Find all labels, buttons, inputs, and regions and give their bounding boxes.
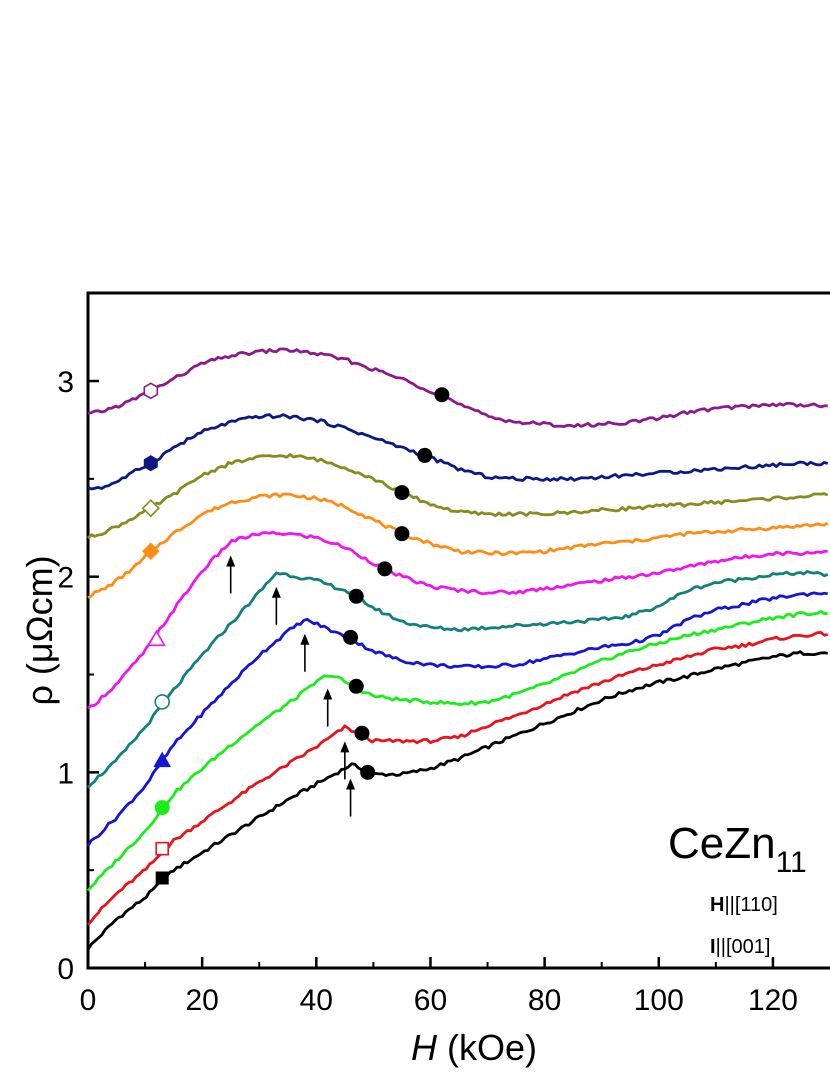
series-line-6 [87, 530, 828, 710]
transition-point-4 [343, 629, 359, 645]
series-marker-triangle [153, 751, 172, 768]
series-line-8 [87, 453, 829, 540]
transition-point-9 [417, 447, 433, 463]
peak-arrow-6 [226, 555, 236, 594]
x-tick-label: 60 [414, 984, 447, 1017]
field-direction-symbol: H [710, 894, 724, 916]
overlay-layer [141, 382, 450, 885]
compound-subscript: 11 [776, 846, 807, 879]
transition-point-1 [360, 764, 376, 780]
y-tick-label: 0 [57, 953, 74, 986]
x-axis-symbol: H [411, 1027, 438, 1068]
curves-layer [86, 347, 829, 951]
series-line-2 [86, 631, 828, 926]
transition-point-7 [394, 526, 410, 542]
x-axis-title: H (kOe) [411, 1027, 537, 1068]
transition-point-10 [434, 387, 450, 403]
x-axis-unit: (kOe) [447, 1027, 537, 1068]
series-line-7 [87, 492, 829, 599]
x-tick-label: 120 [748, 984, 798, 1017]
peak-arrow-2 [340, 741, 350, 780]
series-line-5 [87, 570, 829, 789]
current-direction-symbol: I [710, 936, 716, 958]
series-line-10 [87, 347, 828, 429]
axes-layer: 0 20 40 60 80 100 120 0 1 2 3 [57, 366, 798, 1017]
field-direction-text: ||[110] [724, 894, 777, 916]
transition-point-8 [394, 485, 410, 501]
transition-point-2 [354, 725, 370, 741]
series-line-1 [86, 650, 828, 951]
series-marker-circle [154, 800, 170, 816]
plot-frame [86, 291, 830, 970]
series-marker-triangle [147, 629, 166, 647]
peak-arrow-4 [300, 633, 310, 672]
field-direction-label: H||[110] [710, 894, 778, 916]
series-marker-square [155, 871, 169, 885]
x-tick-label: 100 [634, 984, 684, 1017]
compound-main: CeZn [668, 819, 776, 868]
peak-arrow-3 [323, 688, 333, 727]
series-line-4 [86, 591, 828, 847]
peak-arrow-1 [346, 778, 356, 817]
x-tick-label: 20 [185, 984, 218, 1017]
y-axis-title: ρ (μΩcm) [19, 555, 60, 705]
series-marker-diamond [141, 499, 160, 518]
current-direction-text: ||[001] [716, 936, 771, 958]
x-tick-label: 80 [528, 984, 561, 1017]
series-line-9 [87, 413, 829, 491]
x-tick-label: 40 [300, 984, 333, 1017]
series-marker-diamond [142, 542, 160, 560]
y-tick-label: 1 [57, 757, 74, 790]
series-marker-hexagon [143, 455, 158, 472]
transition-point-5 [348, 588, 364, 604]
current-direction-label: I||[001] [710, 936, 770, 958]
peak-arrow-5 [271, 586, 281, 625]
transition-point-3 [348, 678, 364, 694]
compound-label: CeZn11 [668, 819, 807, 879]
series-marker-square [155, 841, 169, 856]
series-marker-circle [154, 694, 170, 710]
x-tick-label: 0 [80, 984, 97, 1017]
series-marker-hexagon [143, 382, 159, 400]
y-tick-label: 3 [57, 366, 74, 399]
series-line-3 [86, 609, 828, 892]
y-tick-label: 2 [57, 562, 74, 595]
transition-point-6 [377, 561, 393, 577]
